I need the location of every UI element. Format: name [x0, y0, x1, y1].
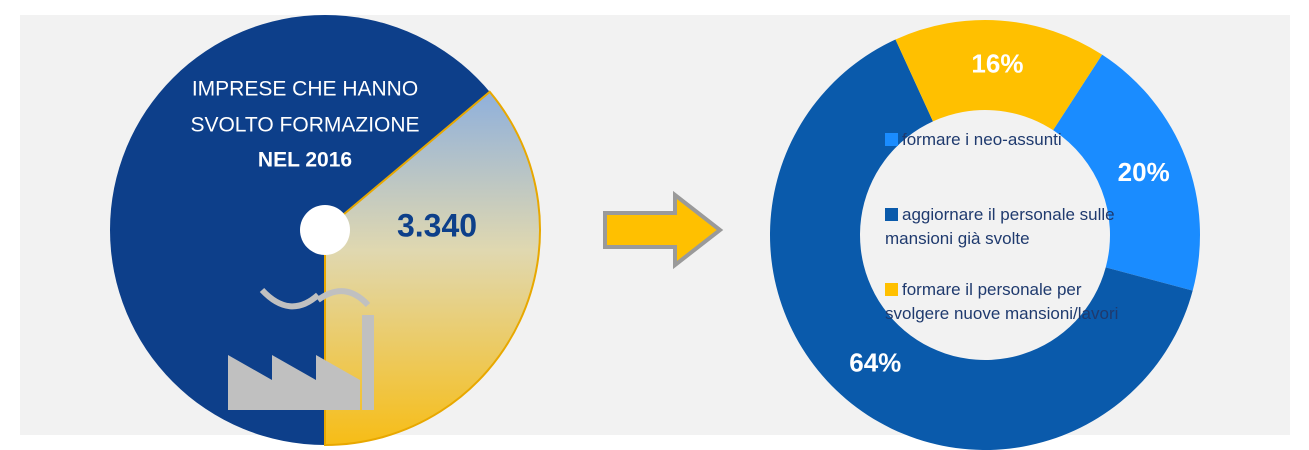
- factory-icon: [228, 287, 374, 410]
- arrow: [603, 190, 724, 270]
- legend-item: formare il personale per svolgere nuove …: [885, 278, 1130, 326]
- legend-swatch: [885, 208, 898, 221]
- legend-swatch: [885, 133, 898, 146]
- donut-segment: [770, 39, 1193, 450]
- legend-label: aggiornare il personale sulle mansioni g…: [885, 205, 1115, 248]
- disc-hole: [300, 205, 350, 255]
- legend-item: aggiornare il personale sulle mansioni g…: [885, 203, 1130, 251]
- legend-swatch: [885, 283, 898, 296]
- donut-segment: [1053, 54, 1200, 291]
- data-label: 64%: [849, 348, 901, 378]
- data-label: 20%: [1118, 157, 1170, 187]
- panel-line: IMPRESE CHE HANNO: [192, 78, 418, 101]
- disc-slice: [324, 90, 541, 447]
- data-label: 16%: [971, 48, 1023, 78]
- legend-item: formare i neo-assunti: [885, 128, 1130, 152]
- panel-line: SVOLTO FORMAZIONE: [190, 114, 419, 137]
- panel-value: 3.340: [397, 207, 477, 243]
- donut-segment: [895, 20, 1103, 131]
- legend-label: formare i neo-assunti: [902, 130, 1062, 149]
- panel-line: NEL 2016: [258, 149, 352, 172]
- legend-label: formare il personale per svolgere nuove …: [885, 280, 1119, 323]
